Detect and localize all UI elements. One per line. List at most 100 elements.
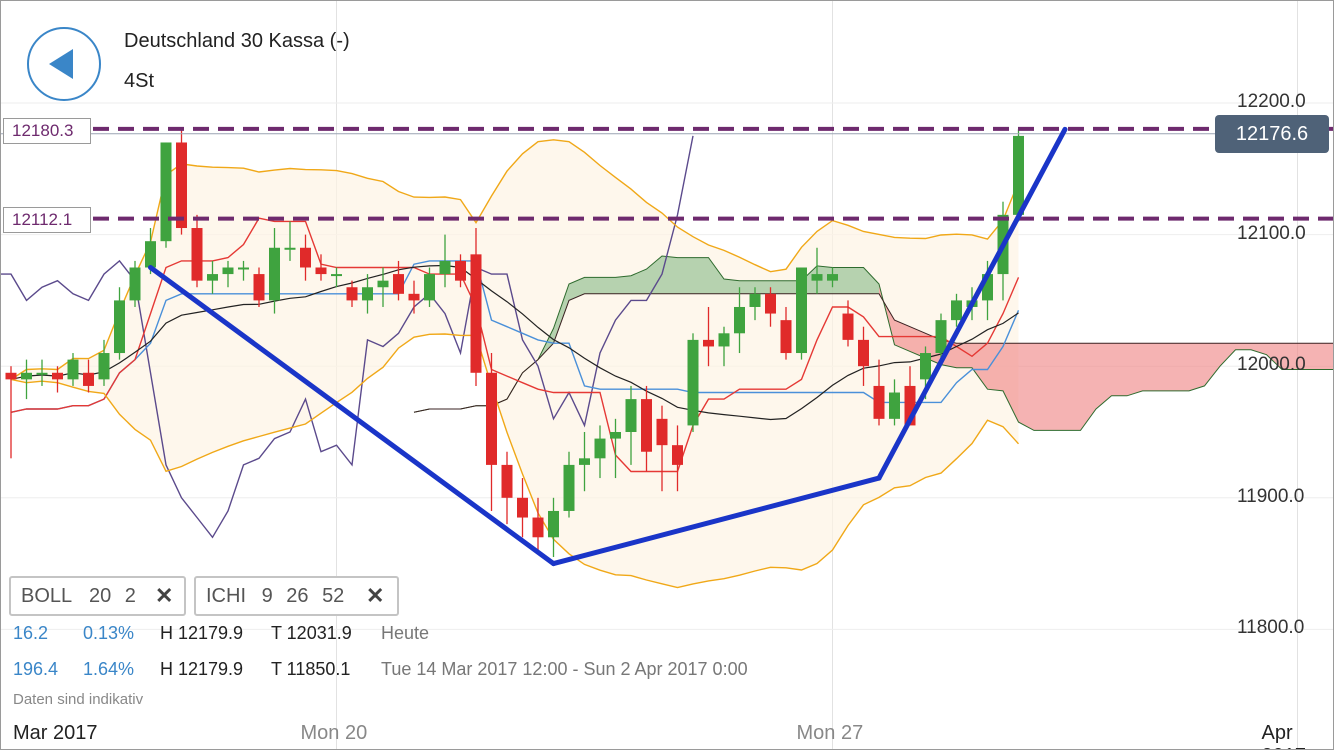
- ichimoku-cloud-segment: [677, 257, 693, 294]
- level-tag-lower: 12112.1: [3, 207, 91, 233]
- y-tick-label: 12200.0: [1237, 91, 1306, 112]
- candle-body: [5, 372, 17, 380]
- ichimoku-cloud-segment: [1328, 343, 1333, 370]
- stat-change-today: 16.2: [13, 623, 49, 643]
- candle-body: [548, 510, 559, 538]
- candle-body: [734, 306, 745, 334]
- candle-body: [439, 260, 451, 275]
- y-tick-label: 12100.0: [1237, 222, 1306, 244]
- ichimoku-cloud-segment: [1096, 343, 1112, 409]
- ichimoku-cloud-segment: [1173, 343, 1189, 391]
- tenkan-sen-line: [10, 217, 1020, 473]
- candle-body: [315, 267, 327, 275]
- candle-body: [517, 497, 528, 518]
- candle-body: [780, 320, 792, 354]
- ichi-indicator-chip[interactable]: ICHI 9 26 52 ✕: [194, 576, 399, 616]
- candle-body: [563, 464, 575, 511]
- stat-high-today: H 12179.9: [160, 623, 244, 643]
- candle-body: [718, 333, 730, 347]
- kijun-sen-line: [10, 260, 1020, 413]
- candle-body: [129, 267, 141, 301]
- back-arrow-icon: [49, 49, 73, 79]
- candle-body: [222, 267, 234, 275]
- bollinger-lower-line: [10, 333, 1020, 589]
- ichimoku-cloud-segment: [817, 265, 833, 294]
- ichimoku-cloud-segment: [600, 277, 616, 294]
- x-tick-label: Mar 2017: [13, 722, 98, 744]
- y-tick-label: 12000.0: [1237, 354, 1306, 376]
- candle-body: [920, 353, 931, 380]
- boll-period: 20: [88, 585, 112, 607]
- candle-body: [765, 293, 776, 314]
- senkou-span-a: [413, 255, 1333, 431]
- candle-body: [672, 445, 683, 465]
- x-tick-label: Apr 2017: [1261, 722, 1307, 749]
- candle-body: [424, 274, 435, 301]
- candle-body: [145, 241, 156, 268]
- stat-percent-today: 0.13%: [83, 623, 135, 643]
- candle-body: [83, 372, 94, 386]
- candle-body: [470, 254, 482, 373]
- candle-body: [455, 260, 466, 281]
- x-tick-label: Mon 27: [796, 722, 864, 744]
- candle-body: [889, 392, 900, 419]
- y-tick-label: 11900.0: [1237, 485, 1305, 507]
- ichimoku-cloud-segment: [584, 277, 600, 294]
- stat-period-range: Tue 14 Mar 2017 12:00 - Sun 2 Apr 2017 0…: [381, 659, 748, 679]
- candle-body: [811, 274, 823, 281]
- ichimoku-cloud-segment: [755, 280, 771, 294]
- ichimoku-cloud-segment: [569, 277, 585, 301]
- ichimoku-cloud-segment: [1003, 343, 1019, 423]
- ichimoku-cloud-segment: [1266, 343, 1282, 370]
- ichimoku-cloud-segment: [770, 280, 786, 294]
- candle-body: [858, 339, 869, 367]
- chikou-span-line: [1, 135, 694, 539]
- candle-body: [238, 267, 249, 270]
- ichimoku-cloud-segment: [1313, 343, 1329, 370]
- ichimoku-cloud-segment: [1034, 343, 1050, 431]
- candle-body: [393, 274, 404, 294]
- candle-body: [207, 274, 218, 281]
- stat-high-range: H 12179.9: [160, 659, 244, 679]
- close-icon[interactable]: ✕: [155, 583, 174, 608]
- ichimoku-cloud-segment: [987, 343, 1003, 391]
- candle-body: [114, 300, 125, 354]
- trendline: [148, 265, 556, 567]
- stat-change-range: 196.4: [13, 659, 59, 679]
- close-icon[interactable]: ✕: [366, 583, 385, 608]
- y-tick-label: 11800.0: [1237, 617, 1305, 639]
- instrument-title: Deutschland 30 Kassa (-): [124, 30, 350, 52]
- boll-deviation: 2: [124, 585, 136, 607]
- current-price-tag: 12176.6: [1215, 115, 1329, 153]
- candle-body: [656, 418, 668, 446]
- stat-low-today: T 12031.9: [271, 623, 352, 643]
- candle-body: [951, 300, 962, 321]
- ichimoku-cloud-segment: [1189, 343, 1205, 391]
- candle-body: [796, 267, 807, 354]
- disclaimer: Daten sind indikativ: [13, 691, 144, 708]
- ichimoku-cloud-segment: [1158, 343, 1174, 391]
- candle-body: [687, 339, 699, 426]
- ichimoku-cloud-segment: [1297, 343, 1313, 370]
- candle-body: [191, 228, 203, 281]
- ichimoku-cloud-segment: [863, 267, 879, 294]
- candle-body: [625, 399, 637, 432]
- ichimoku-cloud-segment: [1111, 343, 1127, 396]
- ichimoku-cloud-segment: [1018, 343, 1034, 431]
- x-tick-label: Mon 20: [300, 722, 368, 744]
- boll-indicator-chip[interactable]: BOLL 20 2 ✕: [9, 576, 186, 616]
- candle-body: [486, 372, 497, 465]
- candle-body: [610, 432, 621, 439]
- ichi-kijun: 26: [286, 585, 309, 607]
- candle-body: [67, 359, 79, 380]
- candle-body: [579, 458, 590, 465]
- candle-body: [253, 274, 265, 301]
- ichimoku-cloud-segment: [1049, 343, 1065, 431]
- candle-body: [21, 372, 32, 380]
- ichimoku-cloud-segment: [662, 255, 678, 294]
- back-button[interactable]: [27, 27, 101, 101]
- ichi-senkou: 52: [322, 585, 345, 607]
- candle-body: [377, 280, 389, 288]
